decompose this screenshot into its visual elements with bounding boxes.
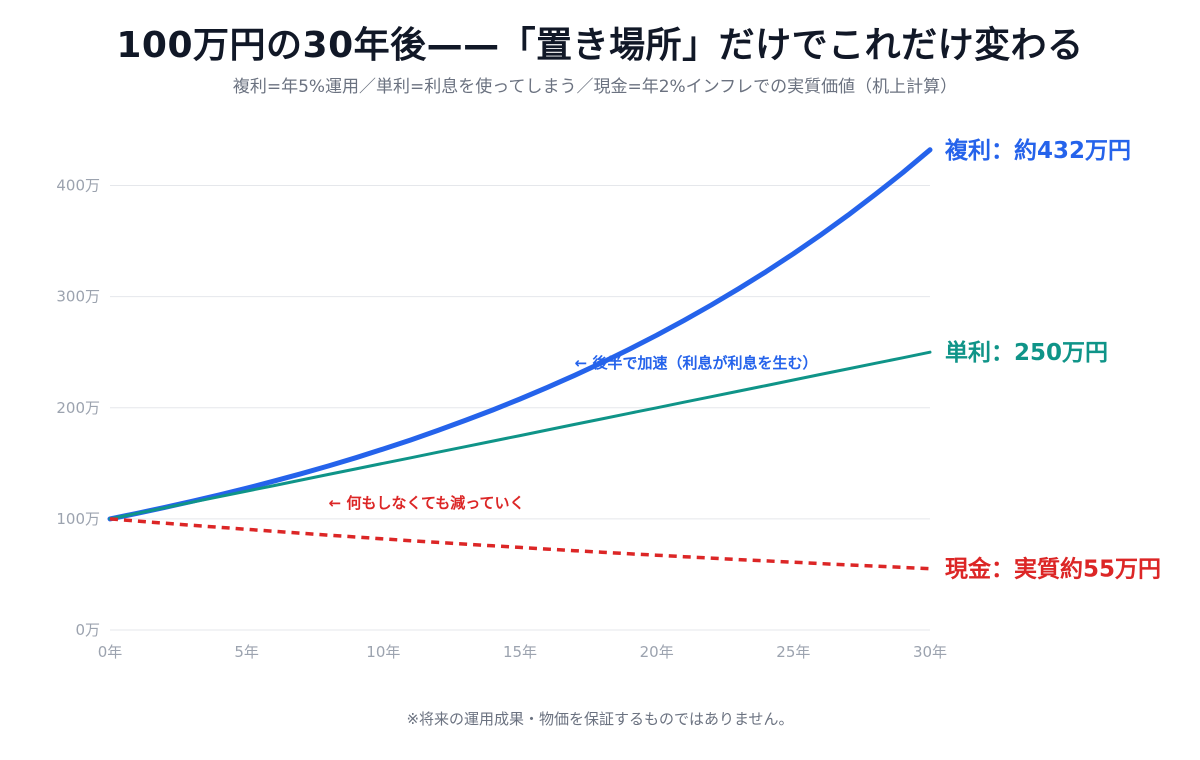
x-tick-label: 25年 (776, 643, 810, 661)
axis-layer: 0万 100万 200万 300万 400万 0年 5年 10年 15年 20年 25年 30年 (56, 177, 947, 661)
series-line-simple (108, 350, 932, 521)
end-label-simple: 単利：250万円 (945, 339, 1108, 366)
x-tick-label: 10年 (366, 643, 400, 661)
x-tick-label: 30年 (913, 643, 947, 661)
x-tick-label: 15年 (503, 643, 537, 661)
end-label-compound: 複利：約432万円 (945, 137, 1131, 164)
x-tick-label: 0年 (98, 643, 123, 661)
chart-title: 100万円の30年後——「置き場所」だけでこれだけ変わる (116, 25, 1084, 66)
y-tick-label: 200万 (56, 399, 100, 417)
series-layer (107, 147, 933, 571)
y-tick-label: 100万 (56, 510, 100, 528)
y-tick-label: 400万 (56, 177, 100, 195)
end-label-cash: 現金：実質約55万円 (945, 556, 1161, 583)
x-tick-label: 20年 (640, 643, 674, 661)
y-tick-label: 0万 (75, 621, 100, 639)
series-line-compound (107, 147, 933, 522)
x-tick-label: 5年 (234, 643, 259, 661)
disclaimer-footnote: ※将来の運用成果・物価を保証するものではありません。 (406, 710, 794, 728)
chart-subtitle: 複利=年5%運用／単利=利息を使ってしまう／現金=年2%インフレでの実質価値（机… (232, 77, 958, 97)
y-tick-label: 300万 (56, 288, 100, 306)
label-layer: 複利：約432万円 単利：250万円 現金：実質約55万円 ← 後半で加速（利息… (329, 137, 1161, 583)
series-line-cash (109, 517, 931, 571)
annotation-compound: ← 後半で加速（利息が利息を生む） (575, 354, 818, 372)
grid-layer (110, 185, 930, 631)
annotation-cash: ← 何もしなくても減っていく (329, 494, 525, 512)
